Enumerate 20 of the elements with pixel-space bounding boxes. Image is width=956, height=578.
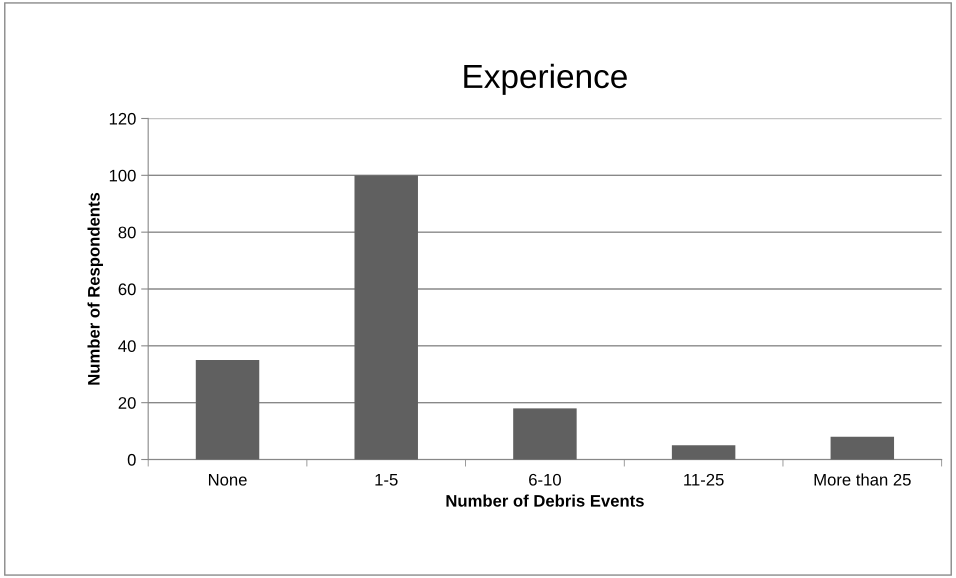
y-tick-label: 120: [110, 112, 136, 125]
x-tick-label: None: [208, 474, 247, 486]
y-tick-label: 80: [118, 226, 136, 238]
y-axis-title: Number of Respondents: [87, 192, 104, 385]
bar: [354, 175, 418, 460]
x-axis-title: Number of Debris Events: [446, 494, 644, 507]
bar: [196, 360, 260, 460]
x-tick-label: 1-5: [375, 474, 398, 486]
y-tick-label: 100: [110, 170, 136, 182]
x-tick-label: 11-25: [684, 474, 724, 486]
y-tick-label: 40: [118, 340, 136, 352]
y-tick-label: 0: [128, 454, 136, 466]
x-tick-label: 6-10: [529, 474, 561, 486]
x-tick-label: More than 25: [814, 473, 911, 486]
y-tick-label: 60: [118, 283, 136, 296]
chart-title: Experience: [464, 64, 627, 95]
bar: [513, 408, 577, 460]
bar: [672, 445, 736, 460]
bar: [830, 436, 894, 460]
y-tick-label: 20: [118, 397, 136, 409]
